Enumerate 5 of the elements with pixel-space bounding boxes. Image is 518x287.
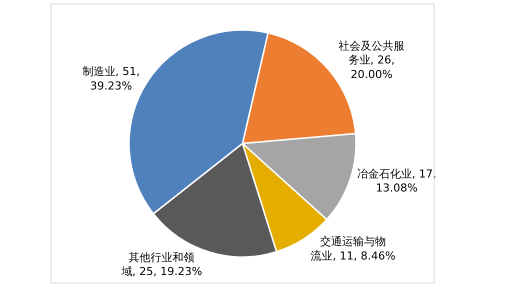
slice-label: 交通运输与物流业, 11, 8.46%	[310, 235, 396, 262]
slice-label: 制造业, 51, 39.23%	[82, 65, 140, 92]
slice-label: 冶金石化业, 17, 13.08%	[356, 167, 436, 195]
slice-label: 社会及公共服务业, 26, 20.00%	[338, 39, 405, 81]
slice-label: 其他行业和领域, 25, 19.23%	[120, 250, 202, 278]
